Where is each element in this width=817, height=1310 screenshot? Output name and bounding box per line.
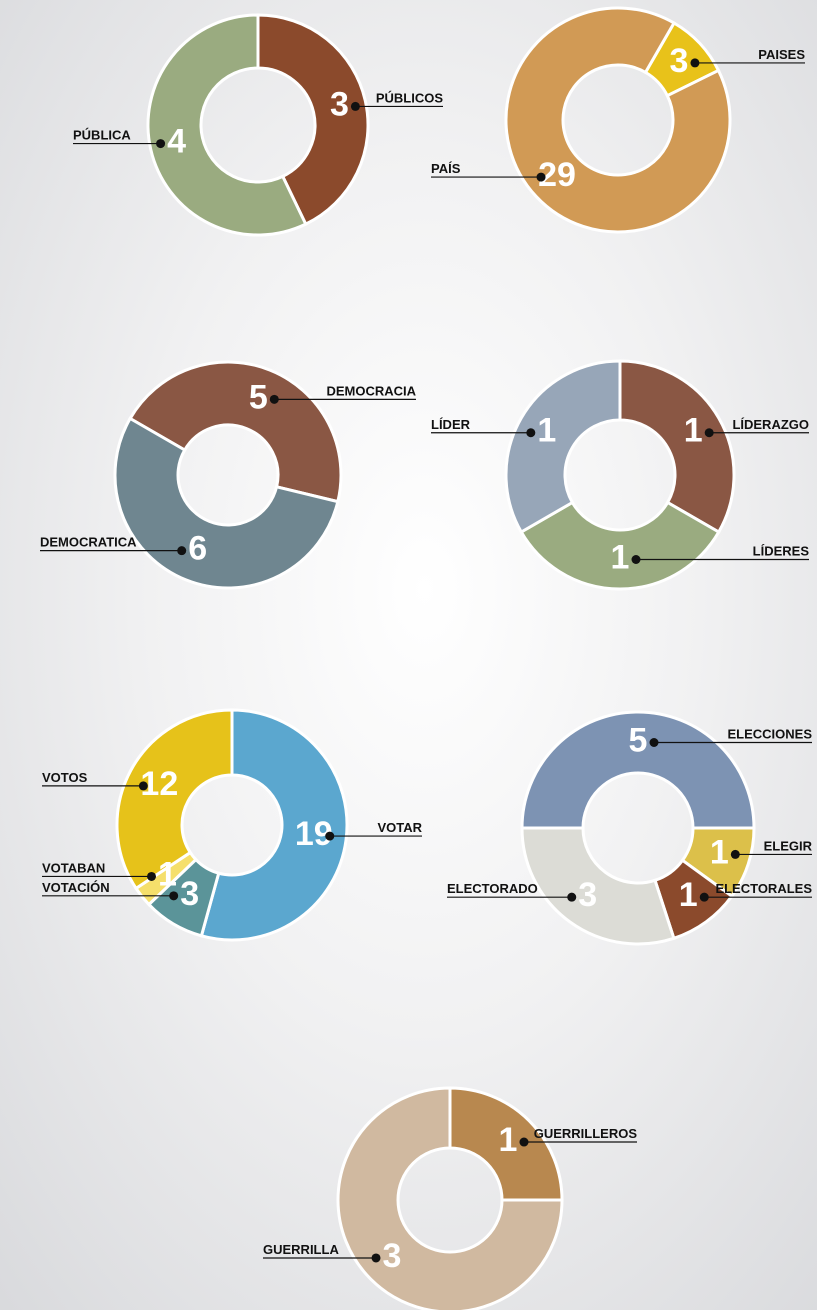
slice-name: ELECTORADO [447, 881, 538, 896]
leader-dot [138, 781, 148, 791]
value-label: 1 [537, 412, 556, 450]
slice-name: ELEGIR [764, 838, 813, 853]
leader-dot [350, 101, 360, 111]
slice [113, 416, 340, 590]
slice-name: GUERRILLA [263, 1242, 339, 1257]
leader-dot [704, 428, 714, 438]
leader-dot [371, 1253, 381, 1263]
slice-name: ELECTORALES [715, 881, 812, 896]
slice [504, 359, 622, 535]
value-label: 5 [249, 378, 268, 416]
slice-name: VOTOS [42, 770, 88, 785]
slice-name: ELECCIONES [727, 727, 812, 742]
slice [520, 826, 676, 946]
slice [199, 708, 349, 942]
slice-name: VOTACIÓN [42, 880, 110, 895]
value-label: 5 [629, 721, 648, 759]
value-label: 1 [710, 833, 729, 871]
value-label: 3 [180, 875, 199, 913]
value-label: 1 [158, 855, 177, 893]
leader-dot [519, 1137, 529, 1147]
value-label: 4 [167, 123, 186, 161]
leader-dot [526, 428, 536, 438]
leader-dot [269, 394, 279, 404]
slice [128, 360, 343, 504]
slice-name: LÍDERAZGO [732, 417, 809, 432]
slice-name: PAÍS [431, 161, 461, 176]
slice-name: VOTAR [377, 820, 422, 835]
leader-dot [169, 891, 179, 901]
value-label: 3 [578, 876, 597, 914]
leader-dot [699, 892, 709, 902]
leader-dot [730, 849, 740, 859]
slice-name: PÚBLICOS [376, 90, 444, 105]
leader-dot [325, 831, 335, 841]
leader-dot [690, 58, 700, 68]
leader-dot [631, 555, 641, 564]
slice-name: LÍDERES [753, 544, 810, 559]
value-label: 3 [330, 85, 349, 123]
slice [520, 710, 756, 830]
leader-dot [146, 871, 156, 881]
value-label: 3 [383, 1237, 402, 1275]
slice-name: DEMOCRATICA [40, 535, 137, 550]
slice [618, 359, 736, 535]
slice-name: VOTABAN [42, 860, 105, 875]
slice [504, 6, 732, 234]
slice-name: PAISES [758, 47, 805, 62]
slice [256, 13, 370, 227]
slice [115, 708, 234, 891]
slice [519, 500, 721, 591]
value-label: 6 [188, 530, 207, 568]
slice [146, 13, 308, 237]
leader-dot [177, 546, 187, 556]
slice-name: DEMOCRACIA [326, 383, 416, 398]
slice [448, 1086, 564, 1202]
value-label: 3 [669, 42, 688, 80]
leader-dot [536, 172, 546, 182]
slice-name: LÍDER [431, 417, 471, 432]
value-label: 1 [684, 412, 703, 450]
slice-name: GUERRILLEROS [534, 1126, 638, 1141]
value-label: 1 [679, 876, 698, 914]
slice-name: PÚBLICA [73, 128, 131, 143]
leader-dot [649, 738, 659, 747]
leader-dot [567, 892, 577, 902]
value-label: 1 [611, 538, 630, 576]
slice [336, 1086, 564, 1310]
leader-dot [156, 139, 166, 149]
value-label: 1 [499, 1121, 518, 1159]
